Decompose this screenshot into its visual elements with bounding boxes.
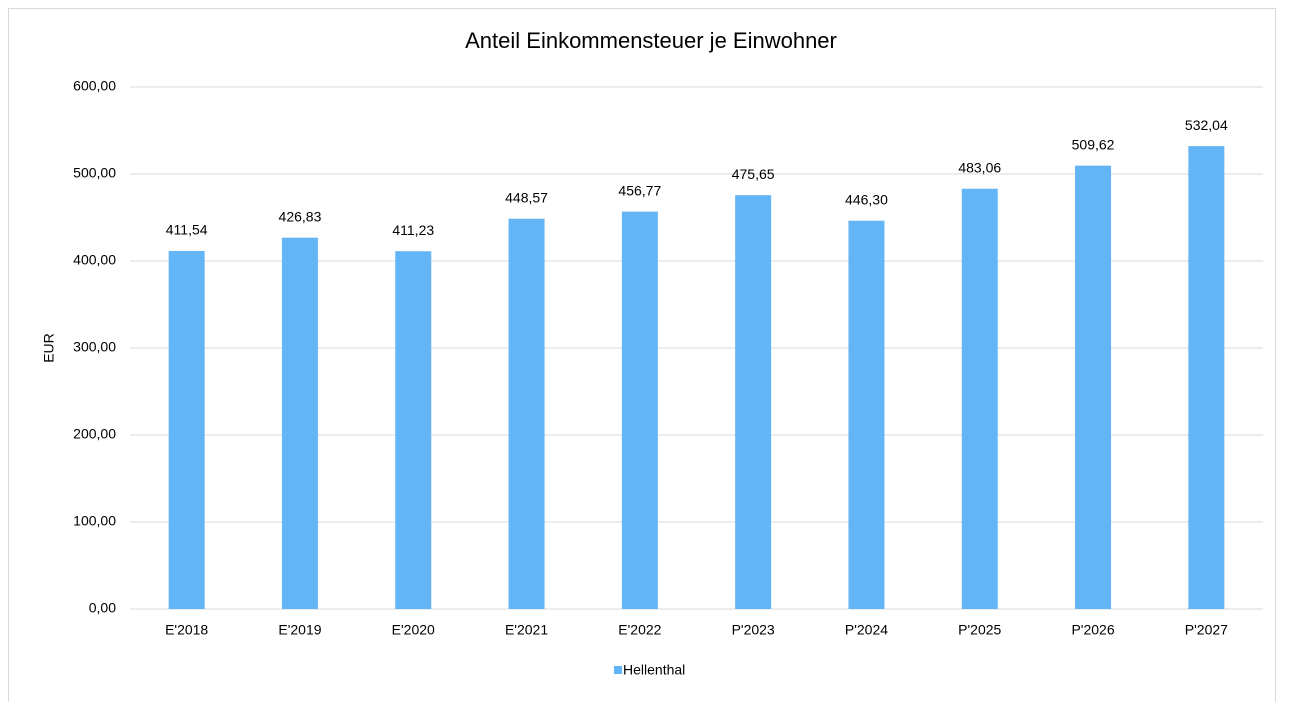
bar (395, 251, 432, 609)
bar (848, 220, 885, 609)
y-tick-label: 0,00 (89, 600, 116, 616)
x-tick-label: E'2020 (392, 622, 435, 638)
x-tick-label: E'2022 (618, 622, 661, 638)
x-tick-label: P'2026 (1071, 622, 1114, 638)
y-tick-label: 400,00 (73, 252, 116, 268)
x-tick-label: P'2027 (1185, 622, 1228, 638)
data-label: 509,62 (1072, 136, 1115, 152)
x-tick-label: P'2024 (845, 622, 888, 638)
data-label: 456,77 (618, 182, 661, 198)
x-tick-label: E'2019 (278, 622, 321, 638)
y-tick-label: 300,00 (73, 339, 116, 355)
data-label: 448,57 (505, 189, 548, 205)
bar (1188, 146, 1225, 610)
y-tick-label: 100,00 (73, 513, 116, 529)
data-label: 411,54 (166, 222, 208, 238)
bar (621, 211, 658, 609)
bar (168, 250, 205, 609)
legend-label: Hellenthal (623, 662, 685, 678)
data-label: 483,06 (958, 159, 1001, 175)
x-tick-label: E'2021 (505, 622, 548, 638)
bar (735, 195, 772, 609)
data-label: 426,83 (279, 208, 322, 224)
x-tick-label: P'2025 (958, 622, 1001, 638)
y-tick-label: 200,00 (73, 426, 116, 442)
bar (961, 188, 998, 609)
y-tick-label: 600,00 (73, 78, 116, 94)
legend-swatch (614, 666, 622, 674)
bar (281, 237, 318, 609)
y-axis-label: EUR (41, 333, 57, 363)
x-tick-label: P'2023 (732, 622, 775, 638)
bar (1075, 165, 1112, 609)
data-label: 532,04 (1185, 117, 1228, 133)
data-label: 411,23 (392, 222, 434, 238)
data-label: 446,30 (845, 191, 888, 207)
chart-title: Anteil Einkommensteuer je Einwohner (465, 28, 837, 53)
x-tick-label: E'2018 (165, 622, 208, 638)
bar (508, 218, 545, 610)
y-tick-label: 500,00 (73, 165, 116, 181)
data-label: 475,65 (732, 166, 775, 182)
